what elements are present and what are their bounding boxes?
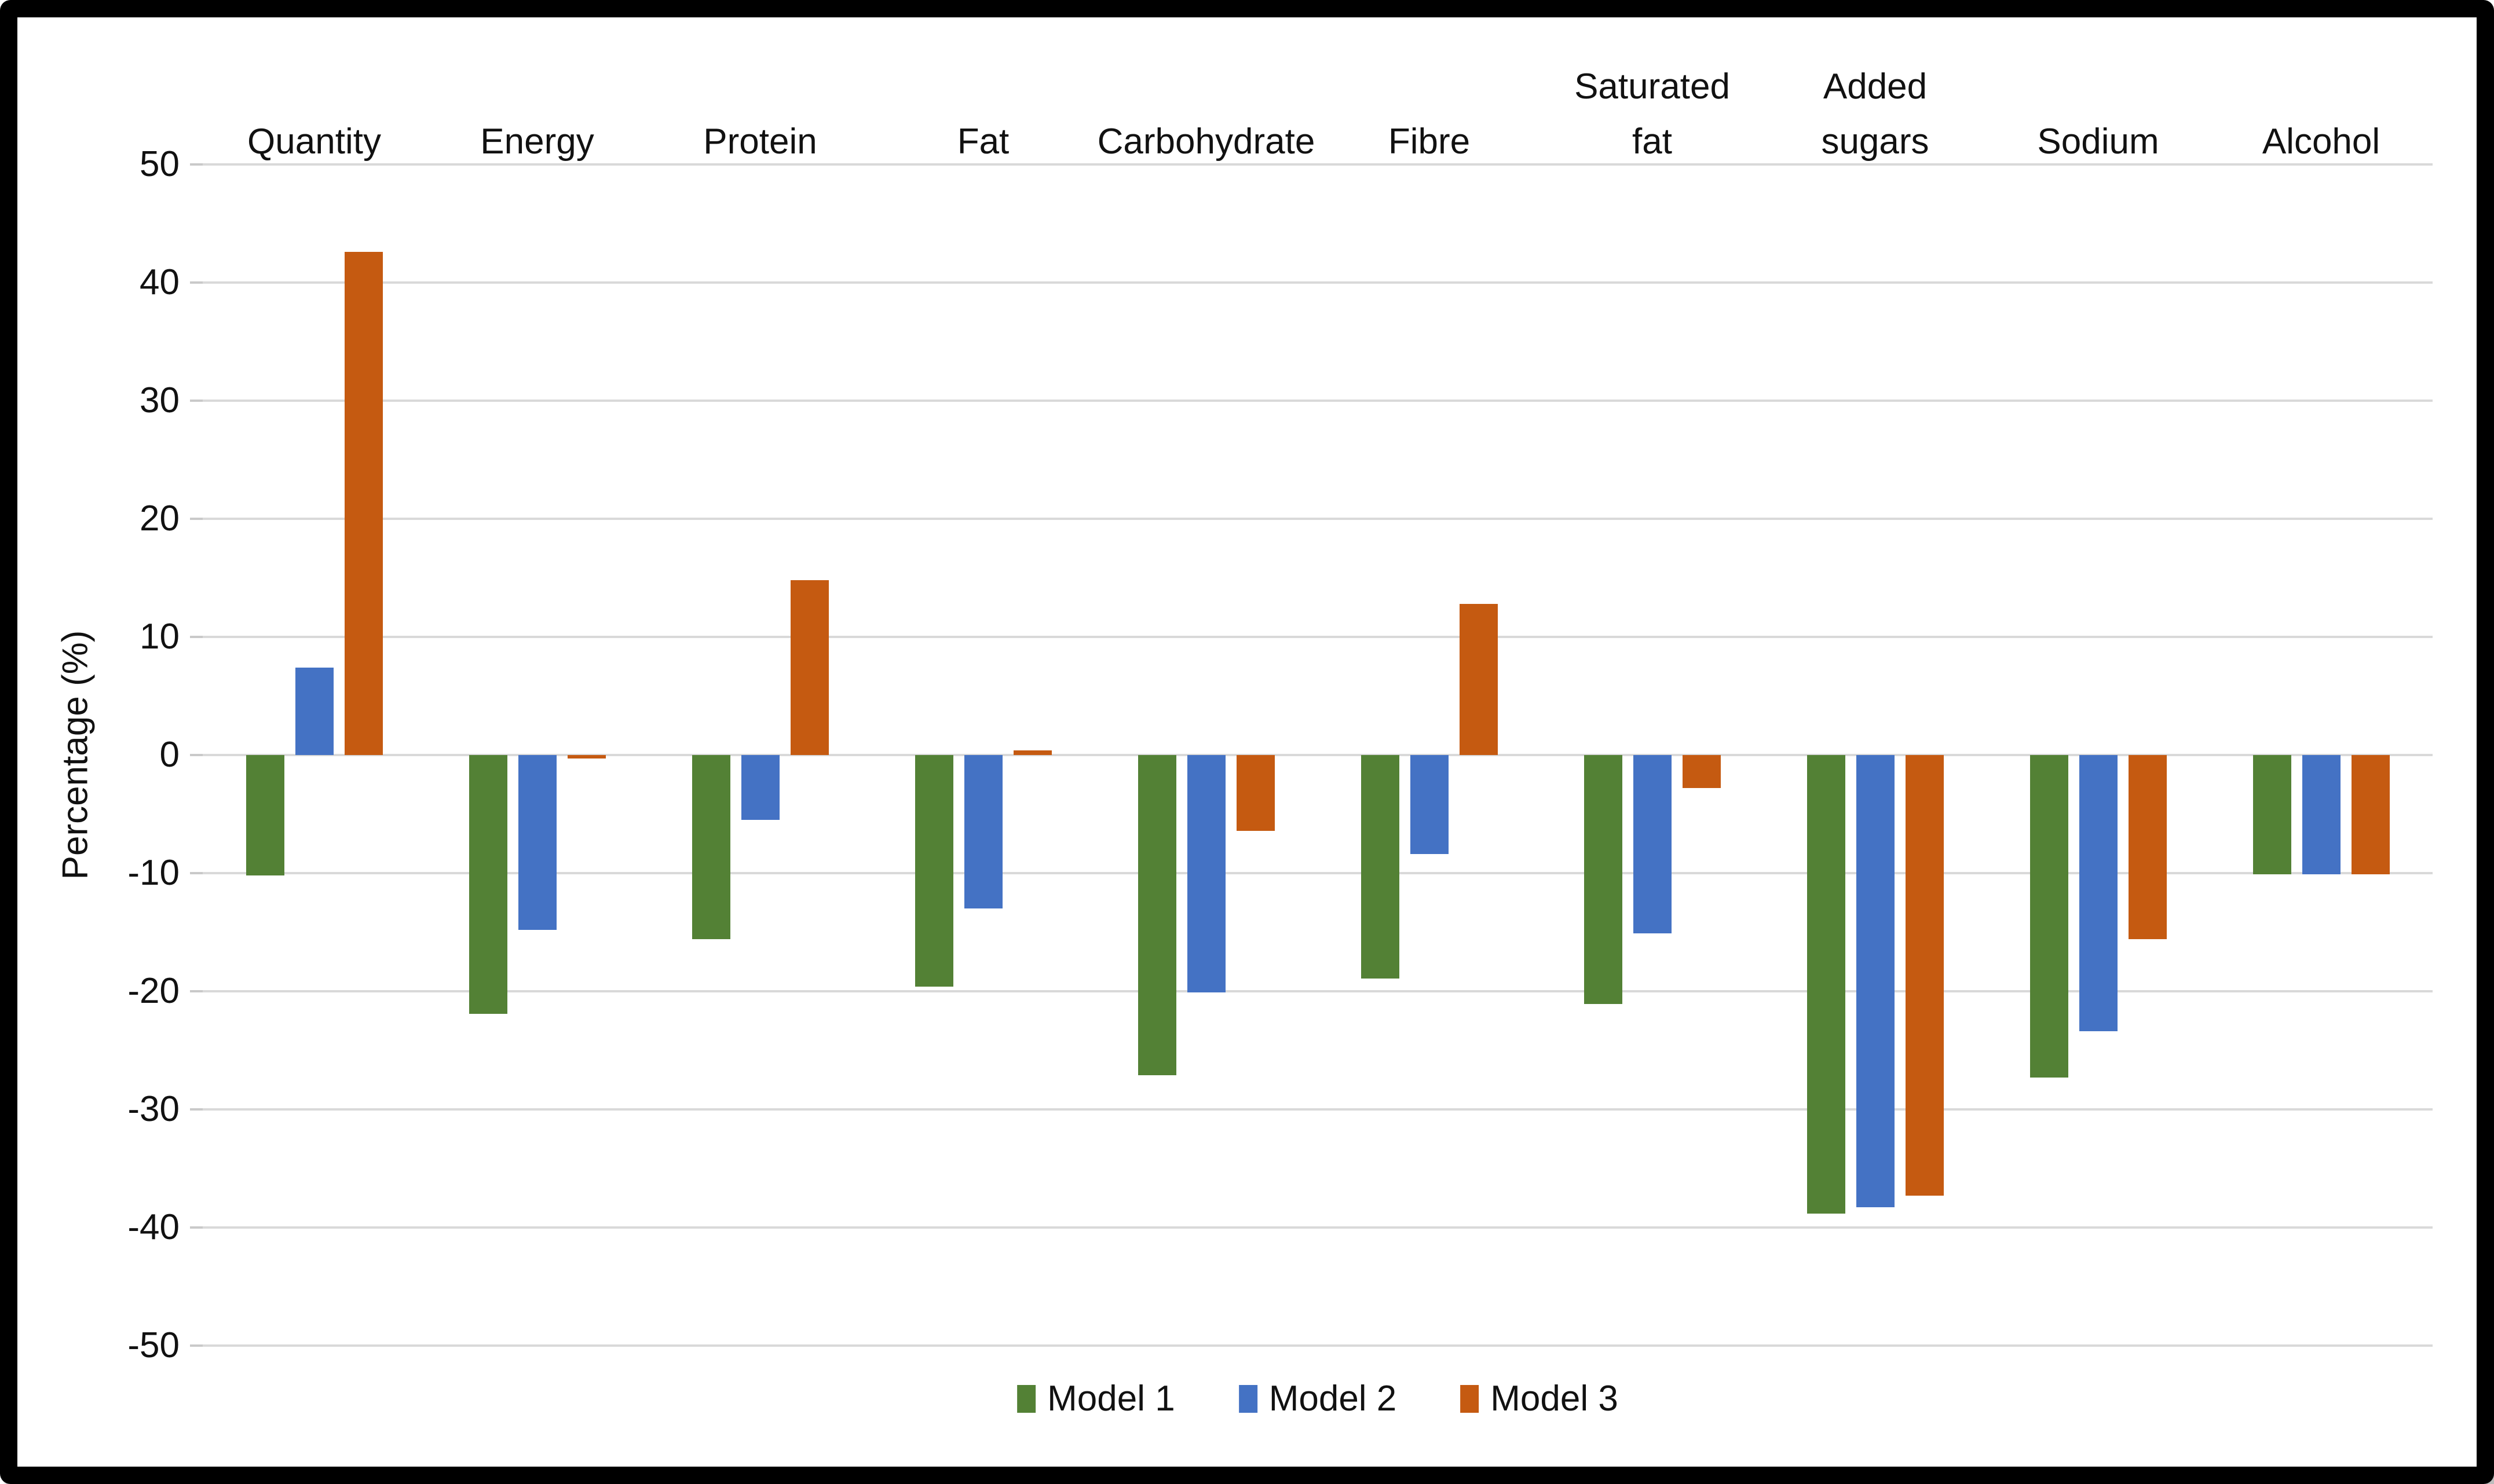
y-axis-tick — [190, 163, 203, 166]
legend-label-model-2: Model 2 — [1268, 1379, 1397, 1419]
category-label-energy: Energy — [480, 122, 594, 162]
bar-model-2-saturated-fat — [1633, 755, 1672, 934]
gridline-50 — [203, 163, 2433, 166]
bar-model-2-fat — [964, 755, 1003, 909]
bar-model-1-quantity — [246, 755, 284, 876]
y-axis-tick — [190, 1344, 203, 1347]
y-axis-tick — [190, 1108, 203, 1111]
category-label-alcohol: Alcohol — [2262, 122, 2380, 162]
y-tick-label--20: -20 — [127, 971, 180, 1011]
y-tick-label-30: 30 — [140, 380, 180, 420]
y-tick-label-20: 20 — [140, 499, 180, 538]
bar-model-3-quantity — [344, 251, 383, 755]
y-axis-tick — [190, 872, 203, 874]
legend-label-model-1: Model 1 — [1047, 1379, 1175, 1419]
gridline-40 — [203, 281, 2433, 284]
category-label-fat: Fat — [957, 122, 1010, 162]
legend-item-model-3: Model 3 — [1460, 1378, 1618, 1419]
bar-model-2-added-sugars — [1856, 755, 1895, 1208]
bar-model-3-fibre — [1459, 603, 1498, 755]
y-tick-label--30: -30 — [127, 1089, 180, 1129]
legend-marker-model-3 — [1460, 1384, 1479, 1413]
y-axis-tick — [190, 1226, 203, 1229]
bar-model-3-fat — [1013, 750, 1052, 755]
bar-model-1-fibre — [1361, 755, 1399, 979]
y-tick-label-10: 10 — [140, 617, 180, 657]
y-tick-label--50: -50 — [127, 1325, 180, 1365]
category-label-added-sugars: Added sugars — [1821, 67, 1929, 162]
y-axis-tick — [190, 281, 203, 284]
y-tick-label--10: -10 — [127, 853, 180, 893]
legend-item-model-1: Model 1 — [1017, 1378, 1175, 1419]
gridline--30 — [203, 1108, 2433, 1111]
gridline-0 — [203, 754, 2433, 756]
gridline-10 — [203, 636, 2433, 638]
gridline--50 — [203, 1344, 2433, 1347]
y-axis-tick — [190, 754, 203, 756]
bar-model-3-carbohydrate — [1236, 755, 1275, 831]
bar-model-3-sodium — [2128, 755, 2167, 940]
bar-model-3-alcohol — [2351, 755, 2390, 875]
bar-model-1-added-sugars — [1806, 755, 1845, 1214]
y-axis-title: Percentage (%) — [55, 630, 96, 880]
legend: Model 1 Model 2 Model 3 — [1017, 1378, 1618, 1419]
category-label-quantity: Quantity — [247, 122, 381, 162]
y-tick-label--40: -40 — [127, 1207, 180, 1247]
bar-model-1-fat — [915, 755, 953, 987]
y-tick-label-50: 50 — [140, 144, 180, 184]
gridline-30 — [203, 400, 2433, 402]
bar-model-1-saturated-fat — [1584, 755, 1622, 1005]
y-tick-label-40: 40 — [140, 262, 180, 302]
bar-model-1-energy — [469, 755, 507, 1014]
category-label-carbohydrate: Carbohydrate — [1097, 122, 1315, 162]
bar-chart: 50 40 30 20 10 0 -10 -20 -30 -40 -50 Quantity Energ… — [17, 17, 2477, 1467]
legend-item-model-2: Model 2 — [1238, 1378, 1397, 1419]
gridline--40 — [203, 1226, 2433, 1229]
bar-model-1-protein — [692, 755, 730, 940]
gridline-20 — [203, 518, 2433, 520]
legend-marker-model-1 — [1017, 1384, 1036, 1413]
bar-model-2-protein — [741, 755, 780, 820]
bar-model-3-energy — [567, 755, 606, 759]
gridline--20 — [203, 990, 2433, 992]
category-label-protein: Protein — [703, 122, 817, 162]
legend-marker-model-2 — [1238, 1384, 1257, 1413]
bar-model-2-fibre — [1410, 755, 1449, 855]
y-axis-tick — [190, 990, 203, 992]
legend-label-model-3: Model 3 — [1490, 1379, 1618, 1419]
y-axis-tick — [190, 636, 203, 638]
y-tick-label-0: 0 — [159, 735, 180, 775]
bar-model-3-protein — [790, 580, 829, 755]
category-label-saturated-fat: Saturated fat — [1574, 67, 1730, 162]
bar-model-1-sodium — [2029, 755, 2068, 1078]
category-label-sodium: Sodium — [2037, 122, 2159, 162]
bar-model-2-sodium — [2079, 755, 2118, 1032]
gridline--10 — [203, 872, 2433, 874]
bar-model-3-saturated-fat — [1682, 755, 1721, 789]
y-axis-tick — [190, 518, 203, 520]
bar-model-1-alcohol — [2252, 755, 2291, 875]
bar-model-2-alcohol — [2302, 755, 2341, 875]
bar-model-2-energy — [518, 755, 557, 930]
bar-model-2-carbohydrate — [1187, 755, 1226, 993]
bar-model-1-carbohydrate — [1138, 755, 1176, 1075]
category-label-fibre: Fibre — [1388, 122, 1471, 162]
bar-model-3-added-sugars — [1905, 755, 1944, 1196]
bar-model-2-quantity — [295, 668, 334, 755]
y-axis-tick — [190, 400, 203, 402]
